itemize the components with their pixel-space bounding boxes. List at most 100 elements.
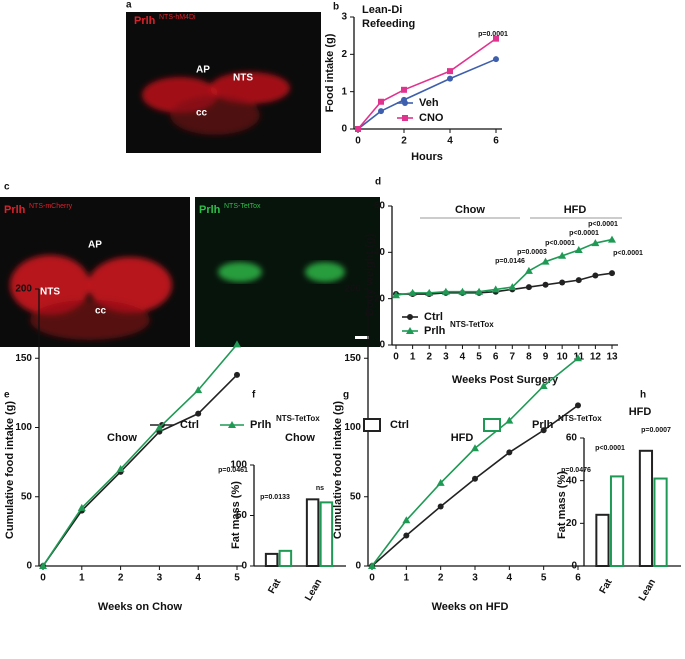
chart-title: HFD	[451, 432, 474, 444]
annotation: p=0.0476	[561, 467, 591, 474]
y-axis-title: Fat mass (%)	[230, 481, 242, 549]
bar	[305, 498, 320, 567]
y-tick-label: 60	[566, 433, 578, 444]
marker	[458, 287, 467, 295]
chart-title: Lean-Di	[362, 4, 402, 16]
series-line	[42, 374, 238, 567]
annotation: p=0.0003	[517, 249, 547, 256]
legend-box	[483, 418, 501, 432]
label: cc	[196, 108, 208, 119]
x-axis-title: Hours	[411, 151, 443, 163]
y-tick-label: 100	[230, 460, 247, 471]
marker	[447, 75, 453, 82]
marker	[402, 100, 408, 106]
annotation: HFD	[564, 204, 587, 216]
marker	[447, 68, 453, 75]
annotation: Chow	[455, 204, 485, 216]
y-tick-label: 3	[341, 12, 347, 23]
signal-c-right	[218, 262, 345, 282]
x-tick-label: 5	[234, 573, 240, 584]
marker	[378, 98, 384, 105]
bar	[609, 475, 625, 567]
y-tick-label: 40	[374, 247, 386, 258]
y-tick-label: 2	[341, 49, 347, 60]
marker	[116, 465, 125, 473]
y-tick-label: 50	[21, 491, 33, 502]
marker	[506, 449, 513, 456]
legend-label: Prlh	[250, 419, 272, 431]
legend-label: Ctrl	[424, 311, 443, 323]
annotation: p<0.0001	[569, 230, 599, 237]
x-tick-label: 3	[443, 352, 449, 363]
signal-a	[142, 72, 290, 135]
annotation: p=0.0007	[641, 427, 671, 434]
x-tick-label: 1	[410, 352, 416, 363]
y-tick-label: 50	[236, 510, 248, 521]
scale-bar	[355, 336, 369, 339]
label: cc	[95, 306, 107, 317]
x-tick-label: Fat	[598, 577, 615, 596]
marker	[608, 235, 616, 243]
legend-label: Prlh	[532, 419, 554, 431]
panel-label: d	[375, 177, 381, 188]
y-axis-title: Cumulative food intake (g)	[332, 401, 344, 539]
y-axis-title: Cumulative food intake (g)	[4, 401, 16, 539]
y-axis-title: Body weight (g)	[364, 233, 376, 316]
marker	[505, 416, 514, 424]
label: NTS	[233, 73, 253, 84]
marker	[195, 410, 202, 417]
marker	[493, 35, 499, 42]
label: NTS	[40, 287, 60, 298]
label: NTS-TetTox	[224, 203, 261, 210]
y-tick-label: 0	[241, 561, 247, 572]
legend-superscript: NTS-TetTox	[450, 320, 494, 329]
legend-label: CNO	[419, 112, 444, 124]
marker	[524, 266, 533, 274]
annotation: p<0.0001	[613, 250, 643, 257]
x-tick-label: Lean	[303, 577, 324, 603]
x-axis-title: Weeks on Chow	[98, 601, 183, 613]
legend-label: Ctrl	[390, 419, 409, 431]
annotation: p=0.0461	[218, 467, 248, 474]
marker	[525, 284, 532, 291]
marker	[493, 56, 499, 63]
marker	[491, 285, 500, 293]
marker	[407, 314, 413, 320]
marker	[408, 288, 417, 296]
y-axis-title: Fat mass (%)	[556, 471, 568, 539]
y-tick-label: 1	[341, 86, 347, 97]
x-tick-label: 1	[79, 573, 85, 584]
y-tick-label: 150	[15, 353, 32, 364]
marker	[558, 251, 567, 259]
x-tick-label: 6	[575, 573, 581, 584]
x-tick-label: 5	[541, 573, 547, 584]
marker	[368, 562, 376, 569]
marker	[575, 402, 581, 409]
marker	[541, 257, 550, 265]
marker	[574, 246, 583, 254]
annotation: p=0.0146	[495, 258, 525, 265]
x-tick-label: Fat	[266, 577, 283, 596]
y-tick-label: 40	[566, 475, 578, 486]
x-axis-title: Weeks Post Surgery	[452, 374, 559, 386]
bar	[638, 449, 654, 567]
panel-label: h	[640, 390, 646, 401]
legend-box	[363, 418, 381, 432]
annotation: p<0.0001	[588, 221, 618, 228]
marker	[392, 291, 400, 299]
marker	[575, 277, 582, 284]
panel-label: e	[4, 390, 10, 401]
x-tick-label: 5	[476, 352, 482, 363]
label: NTS-hM4Di	[159, 14, 196, 21]
marker	[436, 478, 445, 486]
x-tick-label: 6	[493, 352, 499, 363]
x-tick-label: 12	[590, 352, 602, 363]
x-tick-label: 1	[404, 573, 410, 584]
x-tick-label: 2	[426, 352, 432, 363]
y-tick-label: 0	[26, 561, 32, 572]
marker	[609, 270, 615, 277]
bar	[653, 477, 668, 567]
marker	[539, 381, 548, 389]
chart-title: Chow	[107, 432, 137, 444]
chart-title: Chow	[285, 432, 315, 444]
